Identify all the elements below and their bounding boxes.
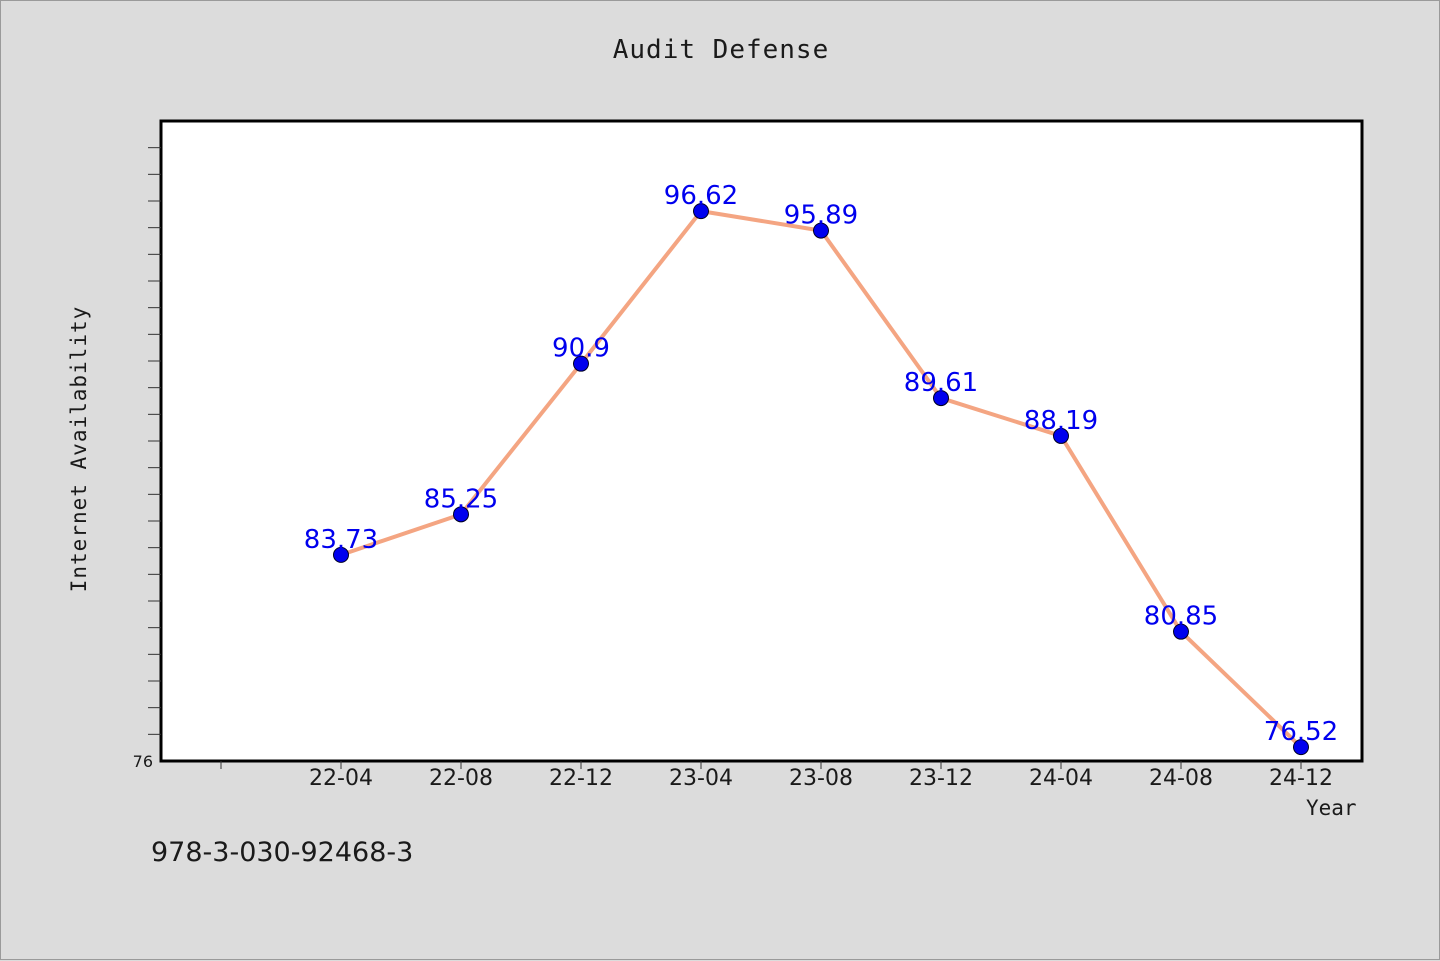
x-tick-label: 22-12: [549, 766, 613, 791]
data-point: [693, 203, 709, 220]
data-point: [573, 355, 589, 372]
isbn-text: 978-3-030-92468-3: [151, 837, 414, 868]
data-label: 80.85: [1144, 602, 1218, 632]
data-label: 83.73: [304, 525, 378, 555]
data-point: [453, 506, 469, 523]
data-label: 89.61: [904, 368, 978, 398]
data-label: 96.62: [664, 181, 738, 211]
data-point: [933, 390, 949, 407]
x-tick-label: 22-04: [309, 766, 373, 791]
chart-title: Audit Defense: [612, 35, 830, 65]
data-point: [1173, 623, 1189, 640]
x-tick-label: 24-12: [1269, 766, 1333, 791]
y-axis-label: Internet Availability: [67, 305, 91, 593]
data-point: [333, 546, 349, 563]
data-point: [813, 222, 829, 239]
data-label: 95.89: [784, 201, 858, 231]
plot-area: [159, 119, 1364, 763]
x-tick-label: 23-08: [789, 766, 853, 791]
data-label: 88.19: [1024, 406, 1098, 436]
x-tick-label: 23-04: [669, 766, 733, 791]
data-label: 85.25: [424, 484, 498, 514]
x-tick-label: 23-12: [909, 766, 973, 791]
x-tick-label: 24-08: [1149, 766, 1213, 791]
data-label: 90.9: [552, 334, 610, 364]
data-point: [1053, 427, 1069, 444]
x-tick-label: 22-08: [429, 766, 493, 791]
x-tick-label: 24-04: [1029, 766, 1093, 791]
data-label: 76.52: [1264, 717, 1338, 747]
y-tick-label: 76: [133, 752, 153, 771]
data-point: [1293, 739, 1309, 756]
x-axis-label: Year: [1306, 796, 1357, 820]
